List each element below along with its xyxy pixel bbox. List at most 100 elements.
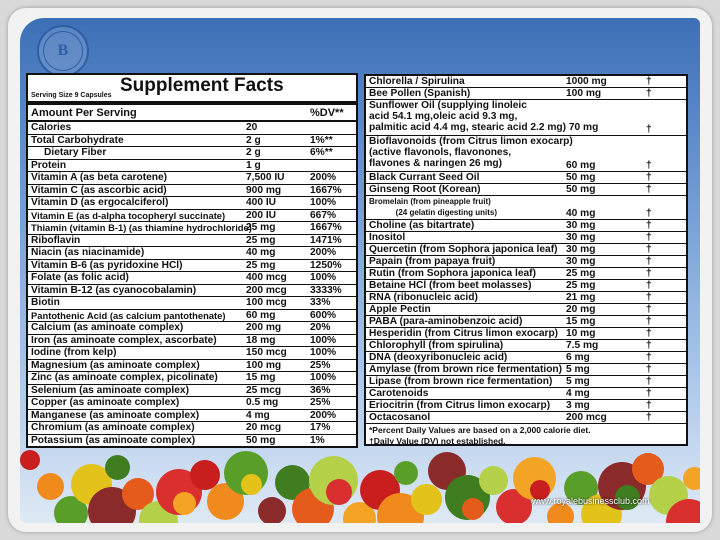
daily-value: 1%	[310, 434, 325, 446]
ingredient-name: Chlorella / Spirulina	[369, 76, 465, 87]
ingredient-name: PABA (para-aminobenzoic acid)	[369, 316, 523, 327]
fruit-shape	[173, 492, 196, 515]
amount: 2 g	[246, 134, 261, 146]
daily-value: 25%	[310, 397, 331, 408]
website-url[interactable]: www.royalebusinessclub.com	[532, 496, 650, 506]
daily-value: †	[646, 124, 652, 135]
amount: 25 mg	[246, 234, 276, 246]
table-row: Vitamin C (as ascorbic acid) 900 mg 1667%	[28, 184, 356, 197]
fruit-shape	[326, 479, 352, 505]
nutrient-name: Protein	[31, 159, 67, 171]
amount: 15 mg	[246, 372, 276, 383]
daily-value: †	[646, 328, 652, 339]
table-row: Manganese (as aminoate complex) 4 mg 200%	[28, 409, 356, 422]
nutrient-name: Folate (as folic acid)	[31, 272, 129, 283]
nutrient-name: Biotin	[31, 297, 60, 308]
fruit-shape	[394, 461, 418, 485]
daily-value: 667%	[310, 209, 337, 221]
table-row: Carotenoids 4 mg †	[366, 388, 686, 400]
fruit-shape	[37, 473, 64, 500]
amount: 30 mg	[566, 220, 596, 231]
ingredient-name: Eriocitrin (from Citrus limon exocarp)	[369, 400, 551, 411]
ingredient-name: Papain (from papaya fruit)	[369, 256, 496, 267]
nutrient-name: Calories	[31, 122, 72, 133]
fruit-shape	[411, 484, 442, 515]
table-row: Calcium (as aminoate complex) 200 mg 20%	[28, 322, 356, 335]
daily-value: †	[646, 244, 652, 255]
amount: 10 mg	[566, 328, 596, 339]
amount: 20 mcg	[246, 422, 282, 433]
nutrient-name: Manganese (as aminoate complex)	[31, 409, 200, 421]
nutrient-name: Zinc (as aminoate complex, picolinate)	[31, 372, 218, 383]
table-row: PABA (para-aminobenzoic acid) 15 mg †	[366, 316, 686, 328]
nutrient-name: Vitamin D (as ergocalciferol)	[31, 197, 169, 208]
nutrient-name: Vitamin B-6 (as pyridoxine HCl)	[31, 259, 183, 271]
amount: 100 mcg	[246, 297, 287, 308]
amount: 5 mg	[566, 364, 590, 375]
daily-value: 3333%	[310, 284, 342, 296]
ingredient-name: acid 54.1 mg,oleic acid 9.3 mg,	[369, 111, 518, 122]
amount: 2 g	[246, 147, 261, 158]
table-row: Vitamin E (as d-alpha tocopheryl succina…	[28, 209, 356, 222]
nutrient-name: Pantothenic Acid (as calcium pantothenat…	[31, 309, 226, 321]
daily-value: 1250%	[310, 259, 342, 271]
daily-value: 1667%	[310, 184, 342, 196]
ingredient-name: Choline (as bitartrate)	[369, 220, 475, 231]
table-row: Bioflavonoids (from Citrus limon exocarp…	[366, 136, 686, 172]
amount: 60 mg	[566, 160, 596, 171]
table-row: Vitamin B-6 (as pyridoxine HCl) 25 mg 1250…	[28, 259, 356, 272]
fruit-shape	[615, 485, 640, 510]
amount: 6 mg	[566, 352, 590, 363]
amount-per-serving: Amount Per Serving	[31, 107, 137, 119]
nutrient-name: Iodine (from kelp)	[31, 347, 117, 358]
daily-value: †	[646, 208, 652, 219]
table-row: Thiamin (vitamin B-1) (as thiamine hydro…	[28, 222, 356, 235]
table-row: Dietary Fiber 2 g 6%**	[28, 147, 356, 160]
daily-value: 33%	[310, 297, 331, 308]
fruit-vegetable-photo	[20, 440, 700, 523]
daily-value: 17%	[310, 422, 331, 433]
amount: 200 mg	[246, 322, 282, 333]
table-row: Lipase (from brown rice fermentation) 5 m…	[366, 376, 686, 388]
fruit-shape	[479, 466, 508, 495]
ingredient-name: Ginseng Root (Korean)	[369, 184, 481, 195]
daily-value: †	[646, 352, 652, 363]
daily-value: 200%	[310, 247, 337, 258]
daily-value: †	[646, 316, 652, 327]
daily-value: 1667%	[310, 222, 342, 233]
amount: 200 mcg	[566, 412, 607, 423]
daily-value: †	[646, 184, 652, 195]
daily-value: †	[646, 400, 652, 411]
table-row: Zinc (as aminoate complex, picolinate) 15…	[28, 372, 356, 385]
ingredient-name: Sunflower Oil (supplying linoleic	[369, 100, 527, 111]
daily-value: 100%	[310, 334, 337, 346]
amount: 1000 mg	[566, 76, 607, 87]
amount: 200 mcg	[246, 284, 287, 296]
ingredient-name: Quercetin (from Sophora japonica leaf)	[369, 244, 558, 255]
table-row: Pantothenic Acid (as calcium pantothenat…	[28, 309, 356, 322]
daily-value: 100%	[310, 197, 337, 208]
table-row: Chlorella / Spirulina 1000 mg †	[366, 76, 686, 88]
table-row: Selenium (as aminoate complex) 25 mcg 36%	[28, 385, 356, 397]
ingredient-name: Inositol	[369, 232, 406, 243]
supplement-facts-table-left: Serving Size 9 Capsules Supplement Facts…	[26, 73, 358, 448]
nutrient-name: Vitamin E (as d-alpha tocopheryl succina…	[31, 209, 226, 221]
amount: 20	[246, 122, 258, 133]
daily-value: 200%	[310, 172, 337, 183]
amount: 7,500 IU	[246, 172, 285, 183]
table-row: Quercetin (from Sophora japonica leaf) 30…	[366, 244, 686, 256]
amount: 7.5 mg	[566, 340, 599, 351]
ingredient-name: Hesperidin (from Citrus limon exocarp)	[369, 328, 559, 339]
nutrient-name: Vitamin C (as ascorbic acid)	[31, 184, 167, 196]
supplement-facts-table-right: Chlorella / Spirulina 1000 mg † Bee Pollen …	[364, 74, 688, 446]
amount: 40 mg	[566, 208, 596, 219]
nutrient-name: Copper (as aminoate complex)	[31, 397, 180, 408]
ingredient-name: (active flavonols, flavonones,	[369, 147, 512, 158]
table-row: Eriocitrin (from Citrus limon exocarp) 3 …	[366, 400, 686, 412]
amount: 5 mg	[566, 376, 590, 387]
fruit-shape	[343, 502, 376, 523]
table-row: Octacosanol 200 mcg †	[366, 412, 686, 424]
amount-header-row: Amount Per Serving %DV**	[28, 105, 356, 122]
amount: 25 mg	[246, 222, 276, 233]
ingredient-name: Bioflavonoids (from Citrus limon exocarp…	[369, 136, 573, 147]
